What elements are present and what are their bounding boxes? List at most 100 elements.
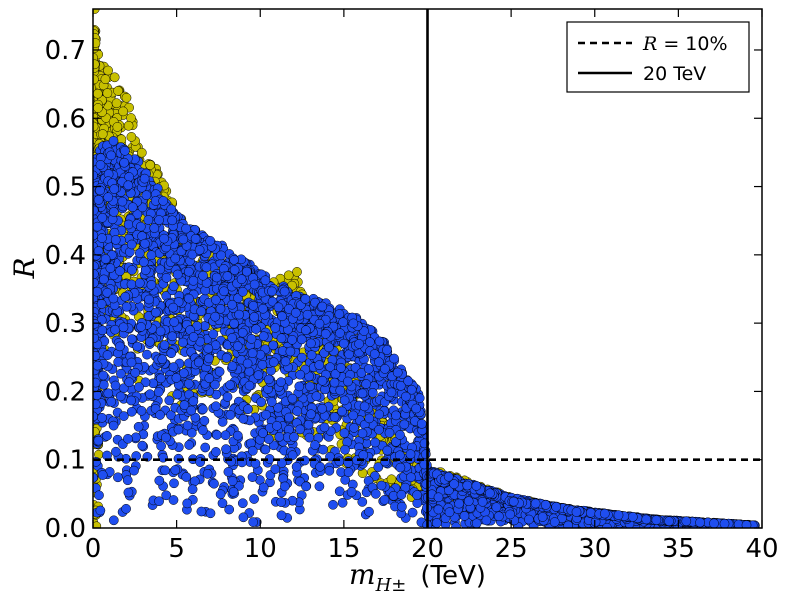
data-point-blue (184, 293, 194, 304)
data-point-blue (126, 239, 137, 250)
data-point-yellow (97, 129, 108, 139)
data-point-blue (370, 489, 381, 499)
data-point-blue (182, 420, 193, 431)
data-point-blue (123, 219, 134, 230)
data-point-blue (337, 497, 348, 508)
data-point-blue (248, 300, 259, 311)
data-point-blue (140, 265, 151, 276)
data-point-blue (324, 465, 335, 476)
data-point-yellow (283, 270, 294, 281)
data-point-blue (217, 498, 228, 509)
data-point-blue (98, 370, 109, 381)
data-point-blue (123, 487, 134, 498)
data-point-blue (318, 444, 328, 455)
data-point-blue (110, 380, 121, 391)
data-point-blue (310, 440, 320, 450)
data-point-blue (155, 264, 166, 275)
data-point-blue (189, 476, 200, 487)
data-point-blue (95, 505, 106, 516)
data-point-blue (305, 381, 315, 392)
data-point-blue (334, 456, 345, 467)
data-point-yellow (111, 98, 122, 109)
data-point-yellow (93, 74, 99, 85)
data-point-blue (93, 286, 102, 297)
data-point-blue (184, 440, 195, 450)
data-point-blue (258, 482, 269, 493)
data-point-blue (294, 381, 305, 392)
data-point-blue (311, 391, 322, 402)
data-point-blue (261, 409, 271, 420)
data-point-yellow (93, 59, 100, 70)
data-point-blue (138, 257, 149, 267)
data-point-blue (113, 472, 123, 483)
data-point-blue (131, 432, 141, 443)
data-point-blue (169, 478, 179, 489)
data-point-blue (459, 511, 470, 521)
data-point-blue (328, 499, 338, 510)
data-point-blue (110, 235, 121, 245)
data-point-blue (134, 248, 145, 259)
data-point-blue (214, 366, 225, 377)
data-point-blue (270, 464, 281, 474)
data-point-blue (93, 221, 103, 232)
data-point-blue (94, 490, 104, 501)
data-point-blue (407, 507, 418, 518)
data-point-blue (270, 323, 281, 333)
data-point-blue (268, 357, 279, 368)
data-point-blue (145, 389, 155, 400)
data-point-blue (169, 317, 180, 327)
data-point-blue (229, 318, 239, 329)
data-point-blue (108, 293, 119, 304)
data-point-blue (208, 329, 219, 339)
data-point-blue (228, 487, 239, 497)
data-point-blue (199, 415, 210, 426)
data-point-blue (121, 503, 131, 514)
data-point-blue (123, 433, 133, 444)
data-point-blue (357, 497, 368, 507)
data-point-blue (266, 397, 277, 407)
data-point-blue (348, 410, 359, 421)
data-point-blue (292, 406, 303, 417)
data-point-blue (314, 360, 325, 370)
data-point-blue (200, 442, 211, 453)
data-point-yellow (93, 521, 102, 528)
data-point-yellow (113, 86, 123, 96)
data-point-blue (137, 440, 148, 451)
data-point-blue (335, 385, 346, 396)
data-point-blue (196, 506, 207, 517)
data-point-blue (145, 336, 155, 347)
data-point-blue (142, 349, 152, 360)
data-point-blue (431, 518, 442, 528)
data-point-blue (291, 461, 302, 472)
data-point-blue (166, 348, 177, 359)
data-point-blue (187, 484, 198, 495)
data-point-blue (370, 437, 380, 448)
data-point-blue (183, 378, 194, 389)
data-point-blue (126, 357, 137, 368)
data-point-blue (134, 382, 144, 392)
data-point-blue (154, 475, 165, 486)
data-point-blue (395, 430, 405, 440)
data-point-blue (212, 430, 222, 440)
data-point-yellow (102, 88, 113, 98)
data-point-blue (198, 404, 208, 415)
data-point-blue (276, 510, 287, 521)
data-point-yellow (292, 267, 302, 277)
data-point-blue (124, 377, 135, 388)
data-point-blue (306, 409, 316, 420)
data-point-blue (382, 445, 393, 456)
data-point-blue (227, 361, 238, 371)
data-point-blue (130, 367, 141, 378)
data-point-yellow (93, 103, 103, 113)
data-point-blue (115, 266, 125, 276)
data-point-blue (205, 508, 216, 519)
data-point-yellow (121, 92, 132, 103)
data-point-blue (339, 395, 350, 406)
data-point-blue (319, 422, 330, 433)
data-point-blue (127, 265, 137, 275)
data-point-blue (397, 501, 407, 512)
data-point-yellow (93, 88, 103, 99)
data-point-blue (274, 431, 285, 442)
data-point-blue (220, 430, 231, 441)
